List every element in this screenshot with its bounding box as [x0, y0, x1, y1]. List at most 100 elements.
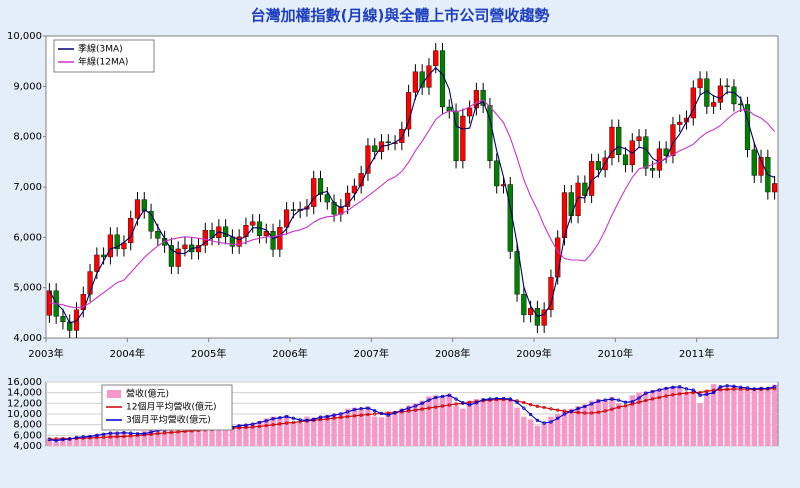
- line-marker: [366, 406, 370, 410]
- line-marker: [562, 412, 567, 416]
- candle-body: [229, 236, 235, 247]
- candle-body: [141, 199, 147, 212]
- line-marker: [420, 407, 424, 411]
- bar: [236, 425, 242, 446]
- bar: [433, 395, 439, 446]
- line-marker: [644, 398, 648, 403]
- bar: [311, 417, 317, 446]
- x-tick-label: 2006年: [272, 347, 307, 360]
- bar: [270, 416, 276, 446]
- bar: [53, 441, 59, 446]
- bar: [704, 390, 710, 446]
- bar: [175, 427, 181, 446]
- bar: [141, 431, 147, 446]
- line-marker: [752, 387, 756, 391]
- candle-body: [60, 316, 66, 323]
- line-marker: [359, 413, 363, 417]
- bar: [649, 390, 656, 446]
- line-marker: [630, 402, 634, 406]
- line-marker: [671, 385, 675, 389]
- candle-body: [87, 271, 93, 295]
- bar: [189, 426, 195, 446]
- y-tick-label: 6,000: [13, 430, 42, 441]
- line-marker: [440, 394, 445, 399]
- bar: [182, 427, 188, 446]
- bar: [304, 416, 310, 446]
- candle-body: [175, 248, 181, 267]
- candle-body: [724, 85, 730, 88]
- bar: [297, 423, 303, 446]
- line-marker: [278, 422, 282, 426]
- bar: [758, 387, 764, 446]
- bar: [575, 406, 581, 446]
- candle-body: [128, 218, 134, 244]
- line-marker: [440, 404, 445, 408]
- line-marker: [413, 408, 418, 412]
- candle-body: [290, 209, 296, 211]
- line-marker: [467, 403, 472, 407]
- bar: [568, 408, 574, 446]
- line-marker: [766, 386, 770, 391]
- line-marker: [542, 421, 546, 425]
- line-marker: [549, 407, 553, 411]
- line-marker: [101, 432, 106, 436]
- bar: [744, 388, 751, 446]
- candle-body: [155, 231, 161, 239]
- line-marker: [650, 397, 655, 401]
- line-marker: [772, 385, 777, 389]
- legend-label: 季線(3MA): [78, 43, 123, 55]
- candle-body: [94, 254, 100, 272]
- plot-area: [45, 35, 779, 339]
- line-marker: [535, 418, 540, 423]
- x-tick-label: 2011年: [679, 347, 714, 360]
- ma-line: [49, 99, 776, 309]
- y-tick-label: 14,000: [7, 388, 42, 399]
- bar: [439, 396, 446, 446]
- bar: [87, 435, 93, 446]
- line-marker: [142, 432, 146, 436]
- legend-label: 年線(12MA): [78, 56, 128, 68]
- line-marker: [386, 413, 390, 417]
- candle-body: [514, 251, 520, 295]
- bar: [155, 430, 161, 446]
- candle-body: [772, 183, 778, 193]
- candle-body: [650, 168, 656, 171]
- y-tick-label: 8,000: [13, 132, 42, 143]
- line-marker: [244, 423, 248, 427]
- candle-body: [453, 110, 459, 162]
- line-marker: [54, 439, 58, 443]
- x-tick-label: 2008年: [435, 347, 470, 360]
- bar: [717, 386, 724, 446]
- candle-body: [595, 161, 601, 171]
- line-marker: [271, 417, 275, 421]
- bar: [344, 408, 351, 446]
- line-marker: [508, 397, 512, 401]
- bar: [446, 393, 452, 446]
- candle-body: [148, 210, 154, 232]
- bar: [731, 385, 737, 446]
- candle-body: [101, 254, 107, 258]
- candle-body: [284, 209, 290, 228]
- bar: [67, 438, 73, 446]
- line-marker: [88, 434, 92, 439]
- line-marker: [650, 389, 655, 394]
- bar: [372, 416, 378, 446]
- line-marker: [583, 404, 587, 409]
- line-marker: [705, 389, 709, 393]
- line-marker: [169, 430, 174, 435]
- bar: [94, 434, 100, 446]
- line-marker: [345, 414, 350, 419]
- bar: [222, 425, 229, 446]
- candle-body: [480, 90, 486, 106]
- bar: [500, 399, 507, 446]
- line-marker: [427, 406, 431, 410]
- candle-body: [419, 71, 425, 88]
- line-marker: [617, 398, 621, 402]
- bar: [724, 387, 730, 446]
- bar: [134, 435, 141, 446]
- legend-label: 12個月平均營收(億元): [126, 401, 216, 413]
- line-marker: [630, 400, 634, 404]
- line-marker: [732, 384, 736, 388]
- bar: [582, 404, 588, 446]
